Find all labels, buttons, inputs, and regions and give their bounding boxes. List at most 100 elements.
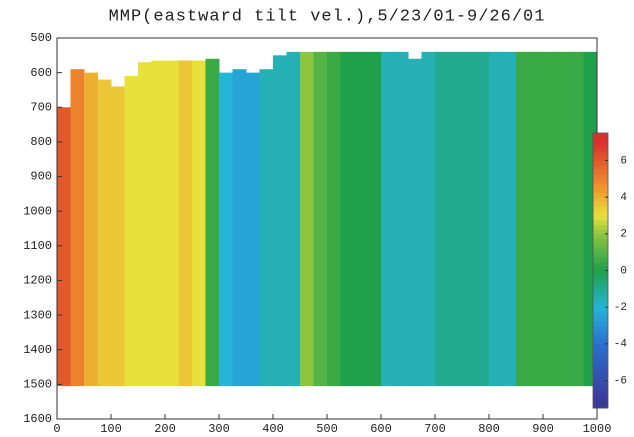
heat-cell xyxy=(381,51,395,387)
heat-cell xyxy=(435,51,449,387)
colorbar-swatch xyxy=(593,146,608,152)
heat-cell xyxy=(205,58,220,387)
x-tick-label: 800 xyxy=(478,422,500,436)
y-tick-label: 1400 xyxy=(23,343,52,357)
heat-cell xyxy=(192,60,206,387)
x-tick-label: 0 xyxy=(53,422,60,436)
heat-cell xyxy=(84,72,98,387)
heat-cell xyxy=(111,86,125,387)
colorbar-swatch xyxy=(593,284,608,290)
heat-cell xyxy=(259,69,274,387)
colorbar-swatch xyxy=(593,160,608,166)
colorbar-swatch xyxy=(593,371,608,377)
heat-cell xyxy=(421,51,436,387)
colorbar-swatch xyxy=(593,311,608,317)
colorbar-tick-label: 2 xyxy=(620,229,627,241)
colorbar-swatch xyxy=(593,385,608,391)
heat-cell xyxy=(543,51,557,387)
chart-title: MMP(eastward tilt vel.),5/23/01-9/26/01 xyxy=(109,7,546,26)
colorbar-swatch xyxy=(593,256,608,262)
colorbar-swatch xyxy=(593,288,608,294)
colorbar-swatch xyxy=(593,265,608,271)
colorbar-swatch xyxy=(593,165,608,171)
y-tick-label: 800 xyxy=(30,135,52,149)
colorbar-tick-label: 4 xyxy=(620,192,627,204)
colorbar-swatch xyxy=(593,133,608,139)
colorbar-swatch xyxy=(593,174,608,180)
colorbar-swatch xyxy=(593,398,608,404)
colorbar-swatch xyxy=(593,142,608,148)
colorbar-swatch xyxy=(593,353,608,359)
heat-cell xyxy=(300,51,314,387)
colorbar-swatch xyxy=(593,224,608,230)
heat-cell xyxy=(489,51,503,387)
heat-cell xyxy=(462,51,476,387)
heat-cell xyxy=(138,62,152,387)
y-tick-label: 900 xyxy=(30,170,52,184)
heat-cell xyxy=(340,51,355,387)
heat-cell xyxy=(475,51,490,387)
heat-cell xyxy=(124,76,139,387)
colorbar-swatch xyxy=(593,307,608,313)
y-tick-label: 1200 xyxy=(23,274,52,288)
heat-cell xyxy=(502,51,517,387)
colorbar-swatch xyxy=(593,233,608,239)
colorbar-swatch xyxy=(593,275,608,281)
heat-cell xyxy=(97,79,112,387)
colorbar-swatch xyxy=(593,298,608,304)
heat-cell xyxy=(367,51,382,387)
heat-cell xyxy=(313,51,328,387)
heat-cell xyxy=(556,51,571,387)
colorbar-swatch xyxy=(593,261,608,267)
heat-cell xyxy=(219,72,233,387)
y-tick-label: 1300 xyxy=(23,308,52,322)
colorbar-swatch xyxy=(593,270,608,276)
colorbar-swatch xyxy=(593,178,608,184)
y-tick-label: 1100 xyxy=(23,239,52,253)
heat-cell xyxy=(394,51,409,387)
heat-cell xyxy=(448,51,463,387)
heat-cell xyxy=(151,60,166,387)
colorbar-tick-label: -6 xyxy=(614,375,627,387)
colorbar-swatch xyxy=(593,220,608,226)
colorbar-swatch xyxy=(593,293,608,299)
x-tick-label: 700 xyxy=(424,422,446,436)
x-tick-label: 200 xyxy=(154,422,176,436)
colorbar-swatch xyxy=(593,403,608,409)
colorbar-swatch xyxy=(593,348,608,354)
colorbar-swatch xyxy=(593,137,608,143)
heat-cell xyxy=(516,51,530,387)
colorbar-swatch xyxy=(593,192,608,198)
y-tick-label: 1000 xyxy=(23,204,52,218)
x-tick-label: 600 xyxy=(370,422,392,436)
colorbar-swatch xyxy=(593,155,608,161)
colorbar-swatch xyxy=(593,334,608,340)
x-tick-label: 1000 xyxy=(583,422,612,436)
colorbar-swatch xyxy=(593,330,608,336)
colorbar-swatch xyxy=(593,357,608,363)
y-tick-label: 1500 xyxy=(23,378,52,392)
x-tick-label: 100 xyxy=(100,422,122,436)
colorbar-swatch xyxy=(593,362,608,368)
colorbar-swatch xyxy=(593,316,608,322)
heat-cell xyxy=(408,58,422,387)
colorbar-swatch xyxy=(593,325,608,331)
colorbar-swatch xyxy=(593,320,608,326)
colorbar-swatch xyxy=(593,279,608,285)
colorbar-swatch xyxy=(593,229,608,235)
x-tick-label: 500 xyxy=(316,422,338,436)
colorbar-swatch xyxy=(593,206,608,212)
heat-cell xyxy=(232,69,247,387)
y-tick-label: 500 xyxy=(30,31,52,45)
x-tick-label: 900 xyxy=(532,422,554,436)
colorbar-swatch xyxy=(593,302,608,308)
colorbar-swatch xyxy=(593,169,608,175)
colorbar-swatch xyxy=(593,339,608,345)
x-tick-label: 400 xyxy=(262,422,284,436)
colorbar-swatch xyxy=(593,151,608,157)
colorbar-swatch xyxy=(593,247,608,253)
heat-cell xyxy=(165,60,179,387)
heat-cell xyxy=(570,51,584,387)
heat-cell xyxy=(327,51,341,387)
